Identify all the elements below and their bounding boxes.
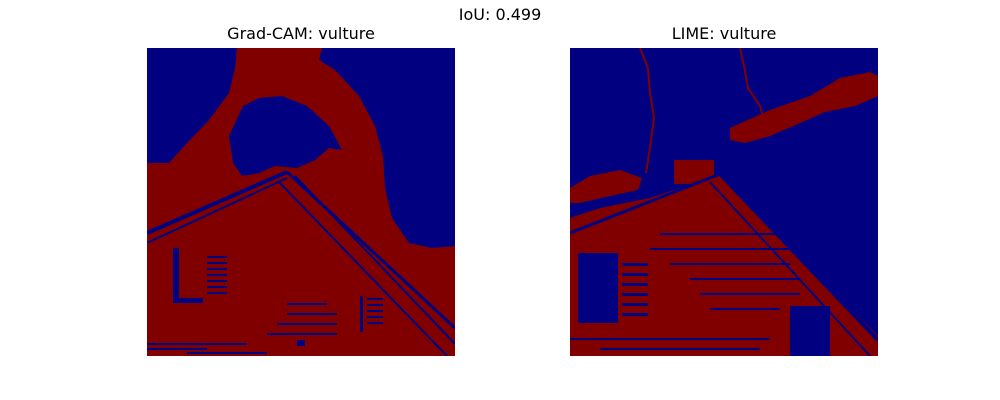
mask-region-cloud: [730, 72, 878, 143]
mask-notch: [229, 96, 342, 176]
window-right: [360, 296, 363, 332]
iou-title: IoU: 0.499: [458, 5, 542, 24]
roof-line-3: [709, 181, 871, 356]
roof-line-1: [570, 172, 721, 235]
roof-line-2: [147, 177, 288, 244]
window-left: [578, 253, 618, 323]
crack-1: [639, 48, 656, 174]
mask-region-arch: [147, 48, 455, 356]
gradcam-panel-title: Grad-CAM: vulture: [227, 24, 375, 43]
roof-line-2: [718, 172, 878, 342]
crack-2: [739, 48, 767, 129]
roof-line-4: [294, 175, 455, 345]
window-frame-left: [173, 248, 179, 303]
gradcam-mask-image: [147, 48, 455, 356]
window-bottom-left: [173, 298, 203, 303]
mask-region-chimney: [674, 160, 714, 184]
lime-mask-image: [570, 48, 878, 356]
roof-line-1: [147, 170, 288, 235]
roof-line-5: [278, 181, 448, 356]
mask-region-sky-streak: [570, 170, 642, 203]
lime-panel-title: LIME: vulture: [671, 24, 777, 43]
window-right: [790, 306, 830, 356]
